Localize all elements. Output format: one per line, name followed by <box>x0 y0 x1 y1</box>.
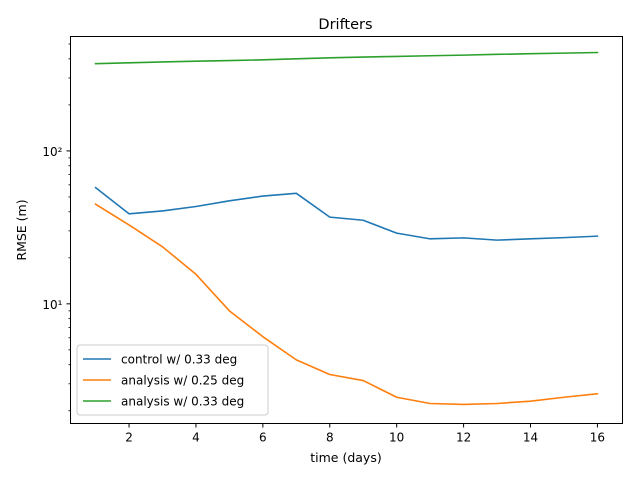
y-axis-label: RMSE (m) <box>14 199 29 260</box>
legend-label-2: analysis w/ 0.33 deg <box>121 395 244 409</box>
series-line-0 <box>94 186 599 241</box>
x-tick-label: 6 <box>259 431 267 445</box>
plot-frame <box>70 36 623 424</box>
x-tick-label: 16 <box>590 431 605 445</box>
axes-ticks: 2 4 6 8 10 12 14 16 10¹ 10² <box>42 43 605 445</box>
x-tick-label: 12 <box>456 431 471 445</box>
x-tick-label: 4 <box>192 431 200 445</box>
y-tick-label: 10² <box>42 145 62 159</box>
legend-label-1: analysis w/ 0.25 deg <box>121 374 244 388</box>
legend-label-0: control w/ 0.33 deg <box>121 353 237 367</box>
x-tick-label: 2 <box>125 431 133 445</box>
series-line-2 <box>94 51 599 65</box>
x-tick-label: 14 <box>523 431 538 445</box>
y-tick-label: 10¹ <box>42 298 62 312</box>
legend-box <box>76 344 269 416</box>
x-axis-label: time (days) <box>310 450 381 465</box>
legend: control w/ 0.33 deg analysis w/ 0.25 deg a… <box>76 344 269 416</box>
series-layer <box>94 51 599 406</box>
x-tick-label: 8 <box>326 431 334 445</box>
x-tick-label: 10 <box>389 431 404 445</box>
series-line-1 <box>94 203 599 406</box>
chart-title: Drifters <box>318 17 372 33</box>
